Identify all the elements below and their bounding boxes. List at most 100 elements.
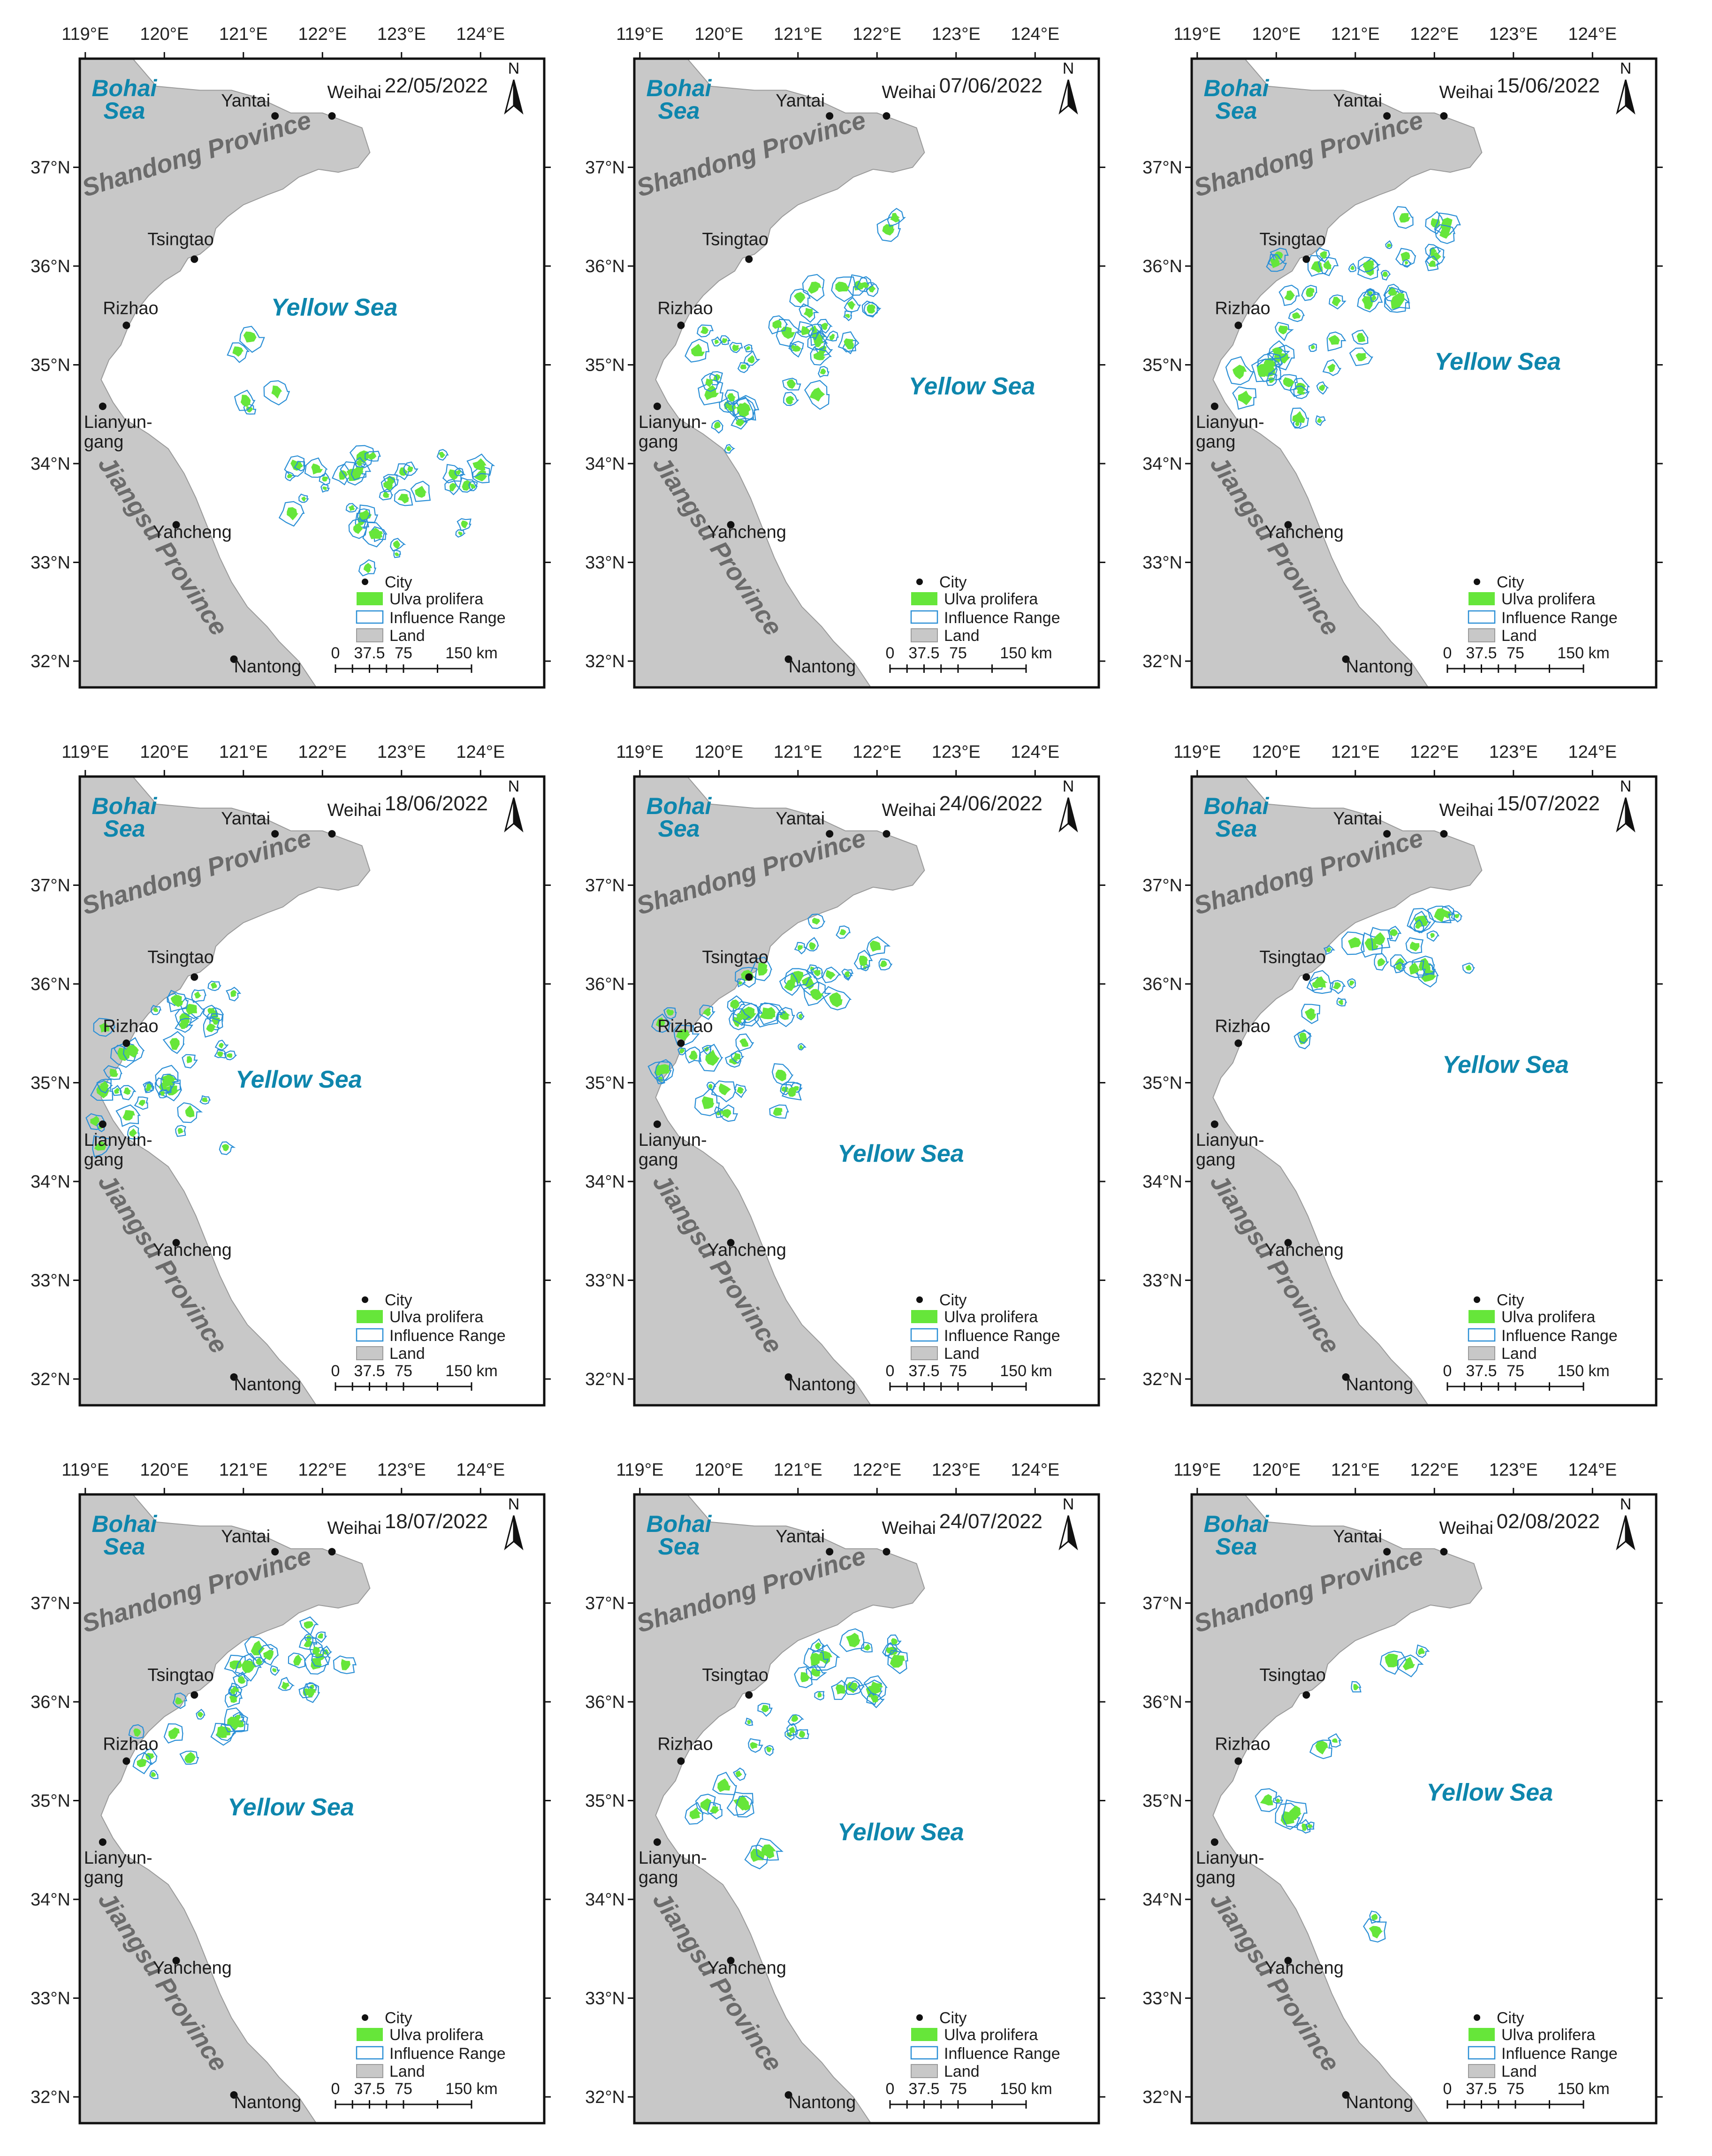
influence-range-patch	[847, 274, 869, 296]
ulva-patch	[1355, 353, 1367, 361]
ulva-patch	[1371, 1913, 1378, 1920]
influence-range-patch	[149, 1769, 159, 1779]
influence-range-patch	[1348, 263, 1357, 273]
city-label: Nantong	[789, 1375, 856, 1394]
north-arrow-icon	[1616, 79, 1636, 115]
influence-range-patch	[1384, 290, 1411, 313]
map-frame	[633, 57, 1100, 689]
lon-tick-label: 122°E	[298, 742, 347, 762]
city-dot	[190, 255, 198, 263]
land-area	[80, 777, 371, 1405]
influence-range-patch	[128, 1724, 145, 1739]
influence-range-patch	[1462, 962, 1475, 974]
city-dot	[727, 1957, 735, 1965]
north-label: N	[1620, 777, 1632, 795]
influence-range-patch	[175, 1125, 186, 1137]
lat-tick-label: 36°N	[30, 975, 70, 994]
ulva-patch	[784, 979, 796, 991]
ulva-patch	[870, 1695, 878, 1703]
city-dot	[99, 1120, 107, 1128]
influence-range-patch	[790, 341, 804, 358]
panel-date: 24/06/2022	[939, 792, 1042, 815]
legend-ulva-swatch	[1469, 592, 1495, 605]
ulva-patch	[271, 385, 282, 399]
yellow-sea-label: Yellow Sea	[909, 373, 1035, 400]
lat-tick-label: 32°N	[30, 652, 70, 671]
ulva-patch	[761, 1844, 776, 1859]
influence-range-patch	[358, 559, 377, 577]
lon-tick-label: 122°E	[852, 24, 901, 44]
ulva-patch	[799, 1730, 806, 1738]
ulva-patch	[438, 451, 446, 458]
ulva-patch	[813, 970, 821, 976]
ulva-patch	[691, 343, 705, 357]
legend-city-dot	[362, 2014, 368, 2021]
influence-range-patch	[783, 391, 799, 406]
ulva-patch	[818, 1651, 833, 1665]
ulva-patch	[186, 1056, 192, 1064]
ulva-patch	[815, 1642, 822, 1650]
influence-range-patch	[1426, 930, 1440, 942]
ulva-patch	[1260, 1794, 1273, 1806]
map-frame	[78, 57, 546, 689]
scale-bar-label: 0	[1443, 1362, 1452, 1380]
ulva-patch	[810, 966, 814, 971]
lon-tick-label: 119°E	[1173, 1460, 1221, 1480]
ulva-patch	[718, 1083, 731, 1096]
ulva-patch	[739, 1038, 749, 1047]
ulva-patch	[890, 1654, 905, 1668]
north-arrow-icon	[504, 1515, 524, 1551]
lon-tick-label: 122°E	[852, 742, 901, 762]
influence-range-patch	[303, 1683, 320, 1703]
city-label: Yancheng	[1265, 1241, 1344, 1260]
scale-bar-label: 0	[886, 2080, 895, 2098]
city-dot	[328, 1548, 336, 1556]
map-panel: 119°E 120°E 121°E 122°E 123°E 124°E 37°N 36°N 35…	[30, 0, 591, 718]
influence-range-patch	[454, 467, 464, 476]
influence-range-patch	[232, 1671, 250, 1689]
influence-range-patch	[455, 529, 466, 538]
scale-bar-label: 37.5	[354, 1362, 385, 1380]
influence-range-patch	[776, 319, 804, 347]
legend-city-dot	[916, 2014, 923, 2021]
scale-bar-label: 150 km	[445, 644, 498, 662]
scale-bar-label: 0	[331, 2080, 340, 2098]
ulva-patch	[393, 540, 400, 549]
city-label: Weihai	[1439, 1518, 1493, 1538]
ulva-patch	[153, 1007, 159, 1012]
influence-range-patch	[1282, 1799, 1308, 1828]
city-dot	[653, 1120, 661, 1128]
influence-range-patch	[711, 336, 723, 347]
influence-range-patch	[779, 972, 801, 996]
city-label: Lianyun-	[84, 1130, 152, 1150]
city-label: Yancheng	[1265, 523, 1344, 542]
bohai-sea-label: Bohai	[647, 793, 712, 819]
lon-tick-label: 119°E	[616, 742, 663, 762]
city-label: Lianyun-	[639, 1130, 707, 1150]
influence-range-patch	[1251, 358, 1278, 382]
city-label: Rizhao	[657, 298, 713, 318]
city-label: Weihai	[327, 1518, 381, 1538]
ulva-patch	[781, 327, 795, 339]
lat-tick-label: 35°N	[585, 356, 625, 375]
panel-date: 15/07/2022	[1497, 792, 1600, 815]
influence-range-patch	[243, 403, 257, 415]
ulva-patch	[184, 1752, 196, 1763]
north-label: N	[1063, 777, 1074, 795]
ulva-patch	[1332, 1738, 1338, 1743]
ulva-patch	[1409, 962, 1421, 975]
ulva-patch	[1368, 291, 1373, 295]
city-dot	[122, 321, 130, 329]
influence-range-patch	[196, 1708, 205, 1720]
city-dot	[271, 1548, 279, 1556]
influence-range-patch	[709, 371, 723, 386]
city-label: Weihai	[1439, 83, 1493, 102]
ulva-patch	[788, 1087, 797, 1097]
ulva-patch	[185, 1004, 197, 1015]
ulva-patch	[1257, 364, 1270, 377]
yellow-sea-label: Yellow Sea	[1434, 348, 1561, 375]
influence-range-patch	[258, 1644, 279, 1666]
scale-bar-label: 75	[1507, 2080, 1524, 2098]
legend-city-dot	[1474, 1296, 1480, 1303]
